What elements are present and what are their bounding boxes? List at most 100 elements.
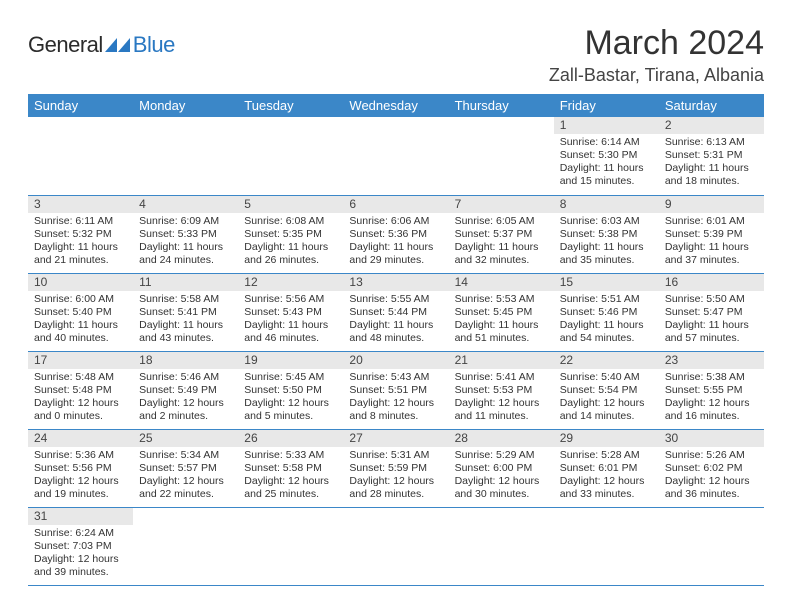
day-content: Sunrise: 5:26 AMSunset: 6:02 PMDaylight:… bbox=[659, 447, 764, 506]
daylight-text: Daylight: 11 hours and 51 minutes. bbox=[455, 319, 548, 345]
calendar-cell: 17Sunrise: 5:48 AMSunset: 5:48 PMDayligh… bbox=[28, 351, 133, 429]
calendar-cell bbox=[449, 507, 554, 585]
calendar-cell: 14Sunrise: 5:53 AMSunset: 5:45 PMDayligh… bbox=[449, 273, 554, 351]
day-content: Sunrise: 5:50 AMSunset: 5:47 PMDaylight:… bbox=[659, 291, 764, 350]
daylight-text: Daylight: 12 hours and 5 minutes. bbox=[244, 397, 337, 423]
daylight-text: Daylight: 12 hours and 25 minutes. bbox=[244, 475, 337, 501]
sunrise-text: Sunrise: 5:36 AM bbox=[34, 449, 127, 462]
day-number: 4 bbox=[133, 196, 238, 213]
calendar-cell bbox=[449, 117, 554, 195]
logo: General Blue bbox=[28, 32, 175, 58]
day-number: 13 bbox=[343, 274, 448, 291]
day-number: 3 bbox=[28, 196, 133, 213]
sunset-text: Sunset: 5:35 PM bbox=[244, 228, 337, 241]
calendar-cell: 27Sunrise: 5:31 AMSunset: 5:59 PMDayligh… bbox=[343, 429, 448, 507]
day-number: 27 bbox=[343, 430, 448, 447]
sunset-text: Sunset: 5:44 PM bbox=[349, 306, 442, 319]
sunrise-text: Sunrise: 5:56 AM bbox=[244, 293, 337, 306]
day-number: 29 bbox=[554, 430, 659, 447]
daylight-text: Daylight: 11 hours and 18 minutes. bbox=[665, 162, 758, 188]
day-number: 17 bbox=[28, 352, 133, 369]
calendar-cell: 22Sunrise: 5:40 AMSunset: 5:54 PMDayligh… bbox=[554, 351, 659, 429]
sunrise-text: Sunrise: 6:06 AM bbox=[349, 215, 442, 228]
day-header: Monday bbox=[133, 94, 238, 117]
calendar-cell bbox=[133, 507, 238, 585]
sunset-text: Sunset: 5:58 PM bbox=[244, 462, 337, 475]
day-header: Friday bbox=[554, 94, 659, 117]
calendar-cell: 30Sunrise: 5:26 AMSunset: 6:02 PMDayligh… bbox=[659, 429, 764, 507]
day-content: Sunrise: 6:13 AMSunset: 5:31 PMDaylight:… bbox=[659, 134, 764, 193]
sunrise-text: Sunrise: 5:46 AM bbox=[139, 371, 232, 384]
calendar-cell: 11Sunrise: 5:58 AMSunset: 5:41 PMDayligh… bbox=[133, 273, 238, 351]
daylight-text: Daylight: 12 hours and 2 minutes. bbox=[139, 397, 232, 423]
calendar-cell bbox=[343, 117, 448, 195]
daylight-text: Daylight: 11 hours and 40 minutes. bbox=[34, 319, 127, 345]
calendar-cell: 5Sunrise: 6:08 AMSunset: 5:35 PMDaylight… bbox=[238, 195, 343, 273]
sunrise-text: Sunrise: 5:33 AM bbox=[244, 449, 337, 462]
sunrise-text: Sunrise: 6:05 AM bbox=[455, 215, 548, 228]
calendar-week: 1Sunrise: 6:14 AMSunset: 5:30 PMDaylight… bbox=[28, 117, 764, 195]
daylight-text: Daylight: 12 hours and 33 minutes. bbox=[560, 475, 653, 501]
calendar-cell: 3Sunrise: 6:11 AMSunset: 5:32 PMDaylight… bbox=[28, 195, 133, 273]
daylight-text: Daylight: 11 hours and 26 minutes. bbox=[244, 241, 337, 267]
day-number: 1 bbox=[554, 117, 659, 134]
calendar-cell bbox=[343, 507, 448, 585]
daylight-text: Daylight: 12 hours and 22 minutes. bbox=[139, 475, 232, 501]
sunset-text: Sunset: 5:48 PM bbox=[34, 384, 127, 397]
calendar-week: 3Sunrise: 6:11 AMSunset: 5:32 PMDaylight… bbox=[28, 195, 764, 273]
day-content: Sunrise: 5:33 AMSunset: 5:58 PMDaylight:… bbox=[238, 447, 343, 506]
calendar-cell bbox=[554, 507, 659, 585]
sunset-text: Sunset: 5:30 PM bbox=[560, 149, 653, 162]
sunset-text: Sunset: 5:59 PM bbox=[349, 462, 442, 475]
sunset-text: Sunset: 5:54 PM bbox=[560, 384, 653, 397]
day-content: Sunrise: 5:40 AMSunset: 5:54 PMDaylight:… bbox=[554, 369, 659, 428]
day-header: Tuesday bbox=[238, 94, 343, 117]
daylight-text: Daylight: 11 hours and 57 minutes. bbox=[665, 319, 758, 345]
day-number: 10 bbox=[28, 274, 133, 291]
daylight-text: Daylight: 12 hours and 11 minutes. bbox=[455, 397, 548, 423]
sunrise-text: Sunrise: 5:28 AM bbox=[560, 449, 653, 462]
sunset-text: Sunset: 5:41 PM bbox=[139, 306, 232, 319]
calendar-body: 1Sunrise: 6:14 AMSunset: 5:30 PMDaylight… bbox=[28, 117, 764, 585]
calendar-cell: 15Sunrise: 5:51 AMSunset: 5:46 PMDayligh… bbox=[554, 273, 659, 351]
calendar-week: 10Sunrise: 6:00 AMSunset: 5:40 PMDayligh… bbox=[28, 273, 764, 351]
calendar-cell: 18 Sunrise: 5:46 AMSunset: 5:49 PMDayligh… bbox=[133, 351, 238, 429]
title-block: March 2024 Zall-Bastar, Tirana, Albania bbox=[549, 24, 764, 86]
daylight-text: Daylight: 11 hours and 29 minutes. bbox=[349, 241, 442, 267]
day-number: 28 bbox=[449, 430, 554, 447]
day-number: 6 bbox=[343, 196, 448, 213]
sunrise-text: Sunrise: 5:51 AM bbox=[560, 293, 653, 306]
sunset-text: Sunset: 5:53 PM bbox=[455, 384, 548, 397]
sunrise-text: Sunrise: 5:58 AM bbox=[139, 293, 232, 306]
location-text: Zall-Bastar, Tirana, Albania bbox=[549, 65, 764, 86]
sunrise-text: Sunrise: 5:34 AM bbox=[139, 449, 232, 462]
sunset-text: Sunset: 6:02 PM bbox=[665, 462, 758, 475]
calendar-cell bbox=[133, 117, 238, 195]
day-number: 14 bbox=[449, 274, 554, 291]
daylight-text: Daylight: 11 hours and 35 minutes. bbox=[560, 241, 653, 267]
day-number: 30 bbox=[659, 430, 764, 447]
daylight-text: Daylight: 12 hours and 16 minutes. bbox=[665, 397, 758, 423]
sunset-text: Sunset: 6:01 PM bbox=[560, 462, 653, 475]
sunset-text: Sunset: 7:03 PM bbox=[34, 540, 127, 553]
day-number: 15 bbox=[554, 274, 659, 291]
calendar-cell: 29 Sunrise: 5:28 AMSunset: 6:01 PMDayligh… bbox=[554, 429, 659, 507]
daylight-text: Daylight: 12 hours and 8 minutes. bbox=[349, 397, 442, 423]
sunrise-text: Sunrise: 5:55 AM bbox=[349, 293, 442, 306]
day-number: 31 bbox=[28, 508, 133, 525]
day-content: Sunrise: 6:06 AMSunset: 5:36 PMDaylight:… bbox=[343, 213, 448, 272]
day-content: Sunrise: 5:45 AMSunset: 5:50 PMDaylight:… bbox=[238, 369, 343, 428]
sunset-text: Sunset: 5:46 PM bbox=[560, 306, 653, 319]
day-number: 19 bbox=[238, 352, 343, 369]
day-content: Sunrise: 6:11 AMSunset: 5:32 PMDaylight:… bbox=[28, 213, 133, 272]
daylight-text: Daylight: 11 hours and 15 minutes. bbox=[560, 162, 653, 188]
calendar-cell: 12Sunrise: 5:56 AMSunset: 5:43 PMDayligh… bbox=[238, 273, 343, 351]
daylight-text: Daylight: 12 hours and 28 minutes. bbox=[349, 475, 442, 501]
day-number: 18 bbox=[133, 352, 238, 369]
calendar-week: 17 Sunrise: 5:48 AMSunset: 5:48 PM Dayligh… bbox=[28, 351, 764, 429]
sunset-text: Sunset: 5:49 PM bbox=[139, 384, 232, 397]
sunrise-text: Sunrise: 5:48 AM bbox=[34, 371, 127, 384]
calendar-cell: 23Sunrise: 5:38 AMSunset: 5:55 PMDayligh… bbox=[659, 351, 764, 429]
day-content: Sunrise: 5:58 AMSunset: 5:41 PMDaylight:… bbox=[133, 291, 238, 350]
sunset-text: Sunset: 5:32 PM bbox=[34, 228, 127, 241]
